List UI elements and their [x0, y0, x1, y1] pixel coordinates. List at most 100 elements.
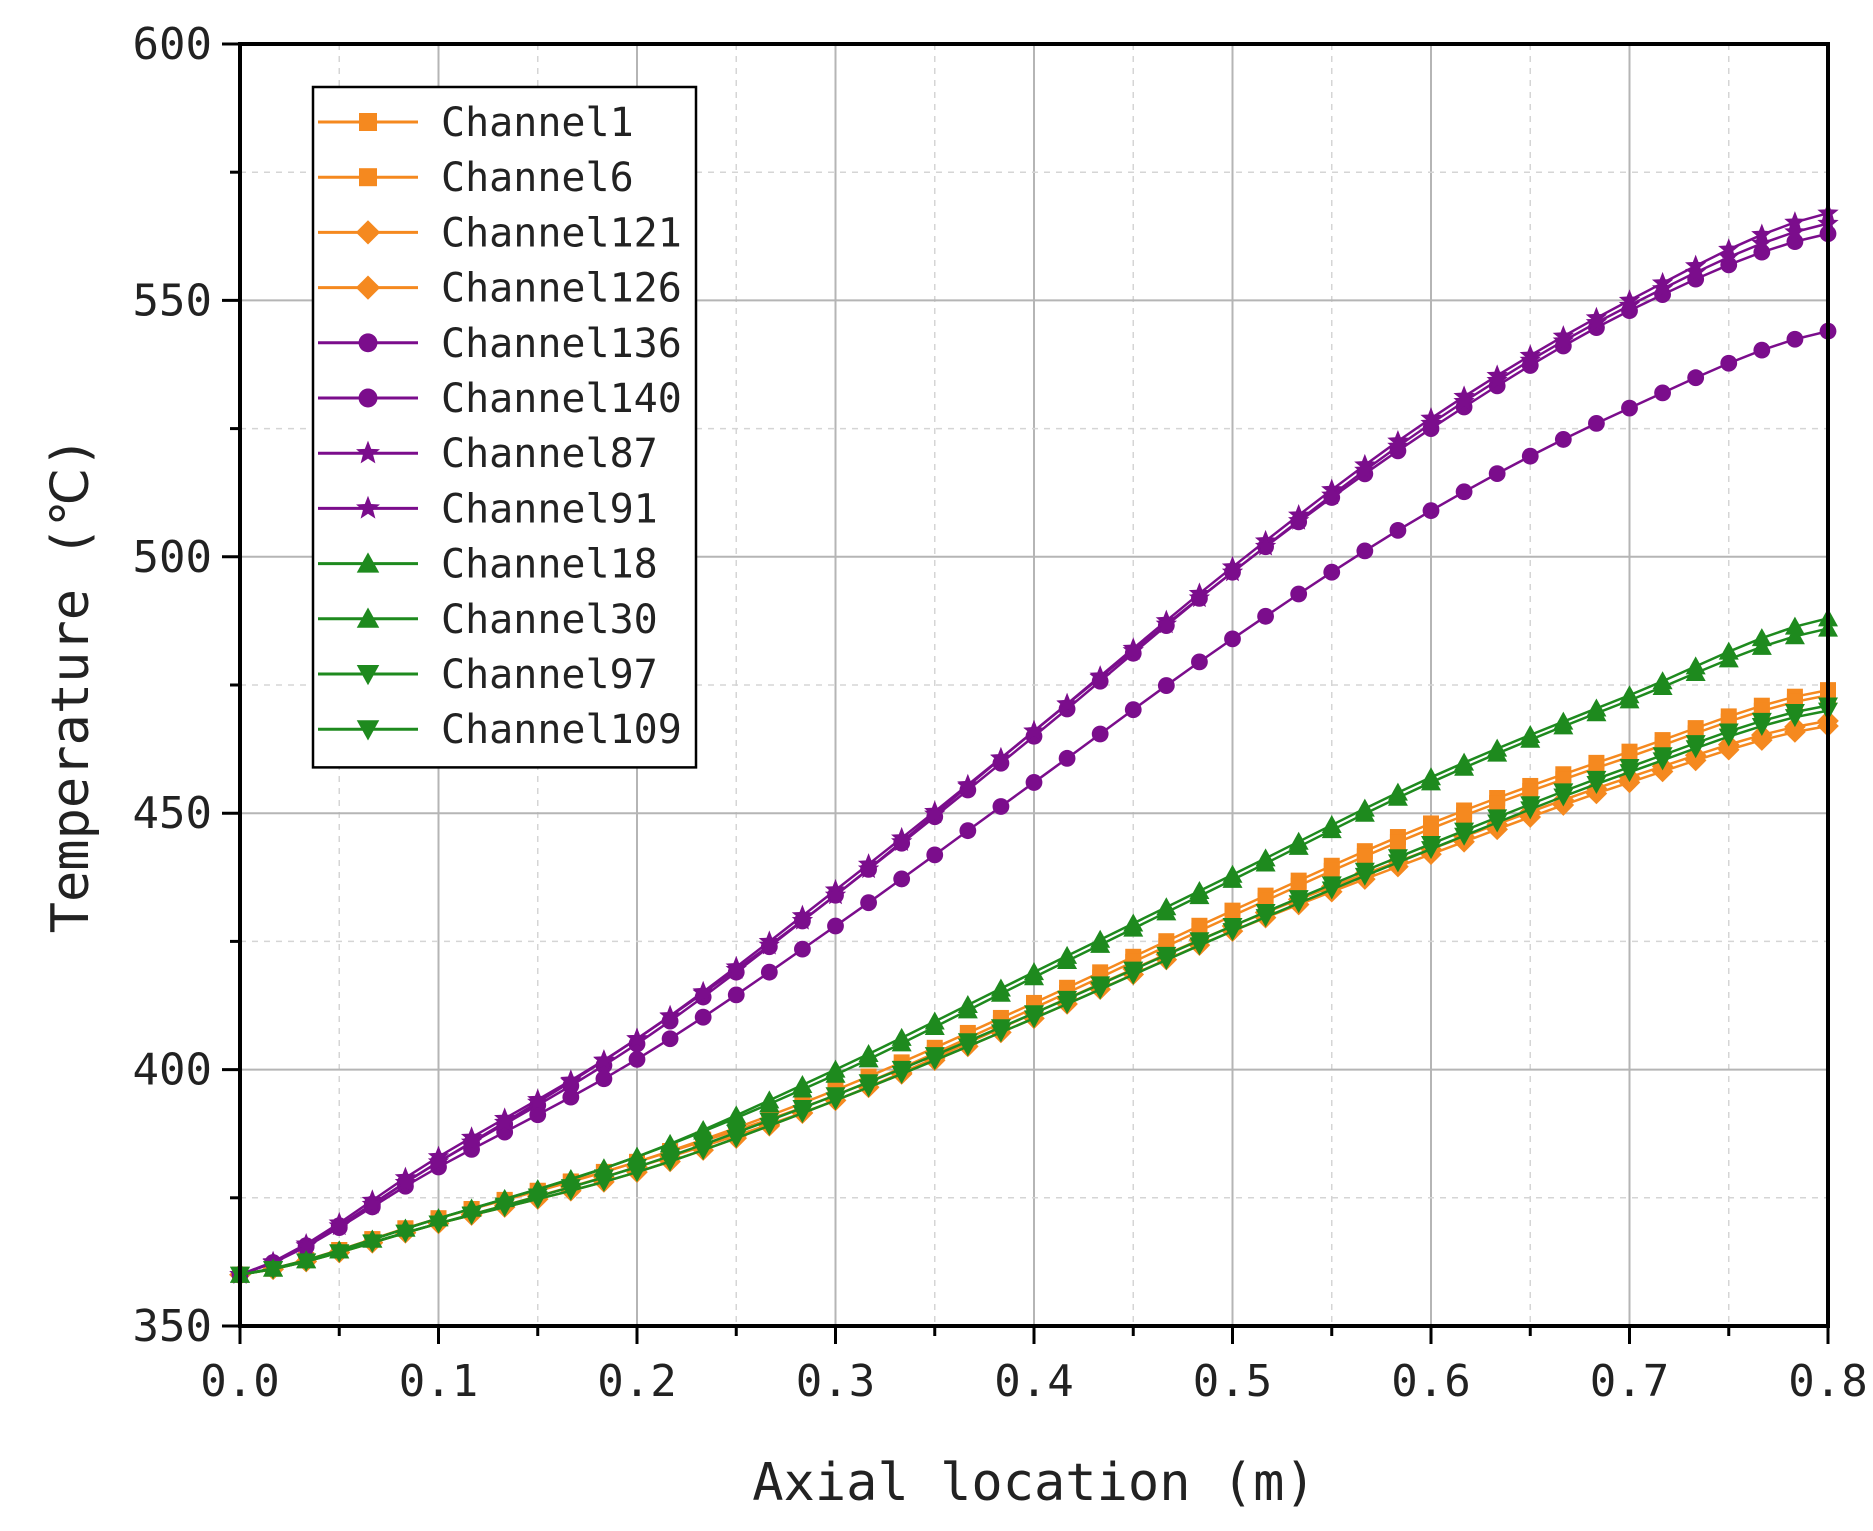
- triangle-up-marker: [1189, 886, 1210, 905]
- star-marker: [824, 884, 847, 905]
- legend-item: Channel97: [318, 652, 658, 698]
- square-marker: [359, 168, 377, 187]
- star-marker: [1321, 484, 1343, 505]
- triangle-down-marker: [1652, 752, 1673, 771]
- triangle-down-marker: [296, 1253, 317, 1272]
- circle-marker: [529, 1106, 547, 1124]
- triangle-down-marker: [792, 1105, 813, 1124]
- circle-marker: [1191, 653, 1208, 671]
- circle-marker: [1588, 415, 1605, 432]
- legend-label: Channel126: [441, 266, 682, 312]
- triangle-down-marker: [593, 1173, 614, 1192]
- circle-marker: [358, 388, 378, 408]
- circle-marker: [1257, 607, 1274, 625]
- x-tick-label: 0.1: [399, 1356, 478, 1407]
- star-marker: [1122, 639, 1144, 660]
- triangle-up-marker: [1288, 836, 1309, 855]
- star-marker: [924, 802, 946, 824]
- star-marker: [560, 1070, 582, 1091]
- star-marker: [1387, 435, 1409, 456]
- circle-marker: [1124, 701, 1142, 719]
- triangle-up-marker: [1520, 729, 1541, 748]
- axes: 0.0 0.1 0.2 0.3 0.4 0.5 0.6 0.7 0.8 350 400 450 500 5…: [133, 19, 1868, 1407]
- triangle-down-marker: [693, 1142, 714, 1161]
- triangle-down-marker: [627, 1164, 647, 1183]
- triangle-up-marker: [1321, 820, 1342, 839]
- triangle-down-marker: [1718, 728, 1739, 747]
- x-tick-label: 0.3: [796, 1356, 875, 1407]
- circle-marker: [893, 870, 911, 888]
- triangle-down-marker: [1321, 881, 1342, 900]
- square-marker: [1356, 848, 1373, 865]
- y-tick-label: 600: [133, 19, 212, 70]
- star-marker: [356, 495, 380, 519]
- circle-marker: [926, 846, 944, 864]
- triangle-up-marker: [1156, 902, 1177, 921]
- circle-marker: [959, 822, 977, 840]
- square-marker: [1522, 783, 1539, 800]
- triangle-down-marker: [1222, 923, 1243, 942]
- x-tick-label: 0.7: [1590, 1356, 1669, 1407]
- circle-marker: [1687, 369, 1705, 387]
- star-marker: [1519, 349, 1541, 370]
- triangle-down-marker: [1156, 952, 1177, 971]
- triangle-down-marker: [1751, 718, 1772, 737]
- star-marker: [1023, 719, 1045, 741]
- triangle-up-marker: [1387, 787, 1408, 806]
- triangle-down-marker: [1123, 966, 1144, 985]
- triangle-down-marker: [356, 720, 380, 741]
- triangle-down-marker: [1685, 740, 1706, 759]
- star-marker: [1420, 412, 1442, 433]
- circle-marker: [1058, 749, 1076, 767]
- circle-marker: [827, 917, 844, 935]
- legend-item: Channel1: [318, 100, 634, 146]
- circle-marker: [1323, 563, 1341, 581]
- triangle-up-marker: [1718, 649, 1739, 668]
- star-marker: [1784, 220, 1806, 242]
- triangle-down-marker: [1354, 867, 1375, 886]
- star-marker: [957, 775, 979, 796]
- circle-marker: [1422, 502, 1440, 520]
- triangle-up-marker: [1421, 772, 1441, 791]
- triangle-up-marker: [858, 1049, 879, 1068]
- star-marker: [361, 1193, 383, 1214]
- series-channel91: [229, 212, 1839, 1284]
- triangle-up-marker: [1255, 853, 1276, 872]
- circle-marker: [794, 940, 811, 958]
- triangle-down-marker: [1487, 814, 1508, 833]
- square-marker: [1290, 877, 1307, 894]
- star-marker: [659, 1005, 681, 1026]
- star-marker: [725, 958, 747, 979]
- circle-marker: [1488, 465, 1506, 483]
- triangle-down-marker: [527, 1191, 548, 1210]
- triangle-down-marker: [356, 665, 380, 686]
- triangle-down-marker: [428, 1215, 449, 1234]
- circle-marker: [358, 333, 378, 353]
- star-marker: [1552, 329, 1574, 351]
- square-marker: [1456, 807, 1473, 824]
- triangle-down-marker: [560, 1182, 581, 1201]
- circle-marker: [1554, 431, 1572, 448]
- y-tick-label: 550: [133, 275, 212, 326]
- triangle-up-marker: [1090, 934, 1111, 953]
- legend-item: Channel136: [318, 321, 682, 367]
- triangle-up-marker: [1123, 918, 1144, 937]
- y-tick-label: 500: [133, 532, 212, 583]
- y-axis-title: Temperature (℃): [41, 437, 101, 934]
- triangle-down-marker: [1189, 937, 1210, 956]
- star-marker: [990, 747, 1012, 768]
- triangle-up-marker: [1685, 663, 1706, 682]
- legend-item: Channel109: [318, 707, 682, 753]
- triangle-down-marker: [329, 1244, 350, 1263]
- legend: Channel1 Channel6 Channel121 Channel126 Chan…: [311, 85, 698, 769]
- triangle-up-marker: [1652, 676, 1673, 695]
- triangle-down-marker: [1619, 764, 1640, 783]
- star-marker: [394, 1171, 417, 1192]
- legend-item: Channel87: [318, 431, 658, 477]
- triangle-up-marker: [356, 552, 380, 573]
- star-marker: [356, 440, 380, 464]
- triangle-down-marker: [1586, 776, 1607, 795]
- x-tick-label: 0.4: [994, 1356, 1073, 1407]
- circle-marker: [1753, 341, 1771, 359]
- series-group: [229, 202, 1839, 1286]
